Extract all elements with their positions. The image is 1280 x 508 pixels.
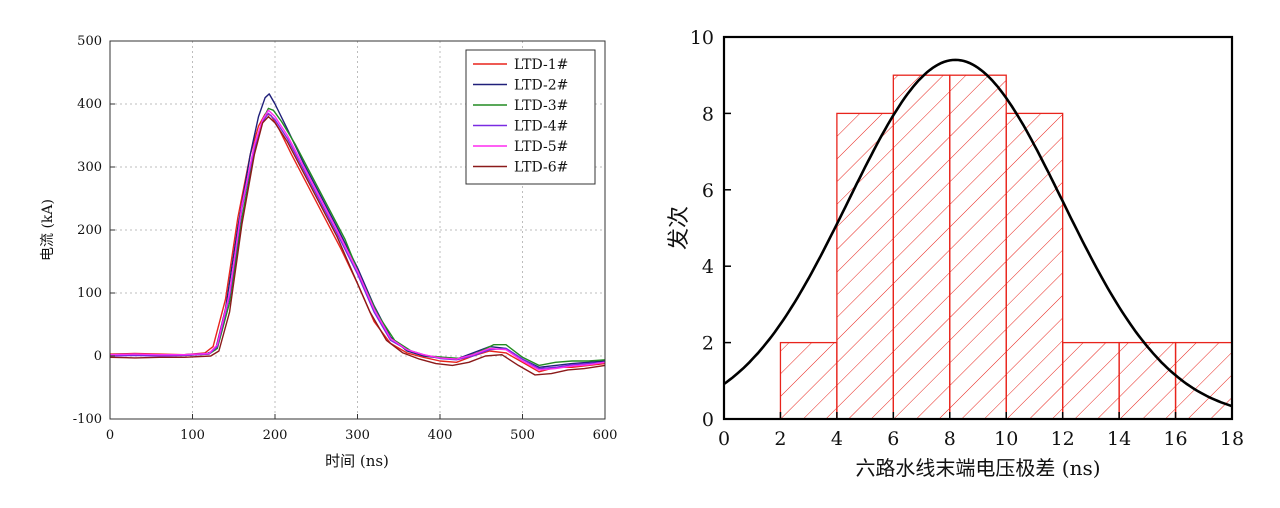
- left-y-tick-label: 100: [77, 286, 102, 301]
- legend-label: LTD-1#: [514, 57, 568, 73]
- right-x-tick-label: 0: [718, 428, 730, 450]
- histogram-bar: [892, 74, 951, 420]
- right-x-tick-label: 8: [944, 428, 956, 450]
- right-y-tick-label: 10: [690, 27, 714, 49]
- right-x-tick-label: 14: [1107, 428, 1131, 450]
- left-y-tick-label: 0: [94, 349, 102, 364]
- left-x-tick-label: 200: [263, 428, 288, 443]
- left-y-tick-label: 400: [77, 97, 102, 112]
- histogram-bar: [949, 74, 1007, 420]
- left-grid: [110, 41, 605, 419]
- left-y-axis-label: 电流 (kA): [40, 199, 56, 261]
- histogram-bar: [1005, 112, 1064, 420]
- left-x-tick-label: 400: [428, 428, 453, 443]
- right-y-axis-label: 发次: [667, 206, 692, 250]
- legend-label: LTD-5#: [514, 139, 568, 155]
- left-y-tick-label: 200: [77, 223, 102, 238]
- legend-box: [465, 49, 596, 185]
- histogram-chart: 0 2 4 6 8 10 12 14 16 18 0 2 4 6 8 10 六路水线末端电压极差 (ns) 发…: [667, 27, 1244, 480]
- left-ticks: 0 100 200 300 400 500 600 -100 0 100 200 300 400 500: [73, 34, 618, 443]
- right-y-tick-label: 8: [702, 103, 714, 125]
- series-line-ltd-3: [110, 107, 606, 367]
- series-line-ltd-6: [109, 115, 606, 376]
- right-y-tick-label: 6: [702, 180, 714, 202]
- right-x-axis-label: 六路水线末端电压极差 (ns): [855, 456, 1100, 480]
- left-legend: LTD-1# LTD-2# LTD-3# LTD-4# LTD-5# LTD-6#: [465, 49, 596, 185]
- left-y-tick-label: -100: [73, 412, 102, 427]
- histogram-bar: [1062, 341, 1120, 420]
- right-x-tick-label: 10: [994, 428, 1018, 450]
- histogram-bar: [836, 112, 894, 420]
- right-x-tick-label: 4: [831, 428, 843, 450]
- right-x-tick-label: 12: [1051, 428, 1075, 450]
- legend-label: LTD-3#: [514, 98, 568, 114]
- left-y-tick-label: 500: [77, 34, 102, 49]
- legend-label: LTD-2#: [514, 78, 568, 94]
- right-x-tick-label: 16: [1163, 428, 1187, 450]
- right-y-tick-label: 0: [702, 409, 714, 431]
- gaussian-fit-curve: [724, 58, 1232, 408]
- histogram-bar: [1118, 341, 1177, 420]
- series-line-ltd-1: [109, 113, 606, 373]
- right-plot-frame: [722, 35, 1234, 421]
- left-y-tick-label: 300: [77, 160, 102, 175]
- right-y-tick-label: 4: [702, 256, 714, 278]
- right-ticks: 0 2 4 6 8 10 12 14 16 18 0 2 4 6 8 10: [690, 27, 1244, 450]
- histogram-bar: [779, 341, 838, 420]
- left-x-tick-label: 600: [593, 428, 618, 443]
- legend-label: LTD-6#: [514, 160, 568, 176]
- left-x-tick-label: 300: [345, 428, 370, 443]
- gaussian-fit-group: [724, 58, 1232, 408]
- right-x-tick-label: 18: [1220, 428, 1244, 450]
- left-x-tick-label: 0: [106, 428, 114, 443]
- right-x-tick-label: 6: [887, 428, 899, 450]
- current-waveform-chart: 0 100 200 300 400 500 600-1000100200300400500 …: [40, 34, 617, 470]
- left-x-axis-label: 时间 (ns): [325, 452, 389, 470]
- histogram-bars: [779, 74, 1233, 420]
- right-x-tick-label: 2: [774, 428, 786, 450]
- left-x-tick-label: 100: [180, 428, 205, 443]
- legend-label: LTD-4#: [514, 119, 568, 135]
- left-x-tick-label: 500: [510, 428, 535, 443]
- left-series-group: [109, 93, 606, 376]
- series-line-ltd-5: [109, 109, 606, 371]
- right-y-tick-label: 2: [702, 333, 714, 355]
